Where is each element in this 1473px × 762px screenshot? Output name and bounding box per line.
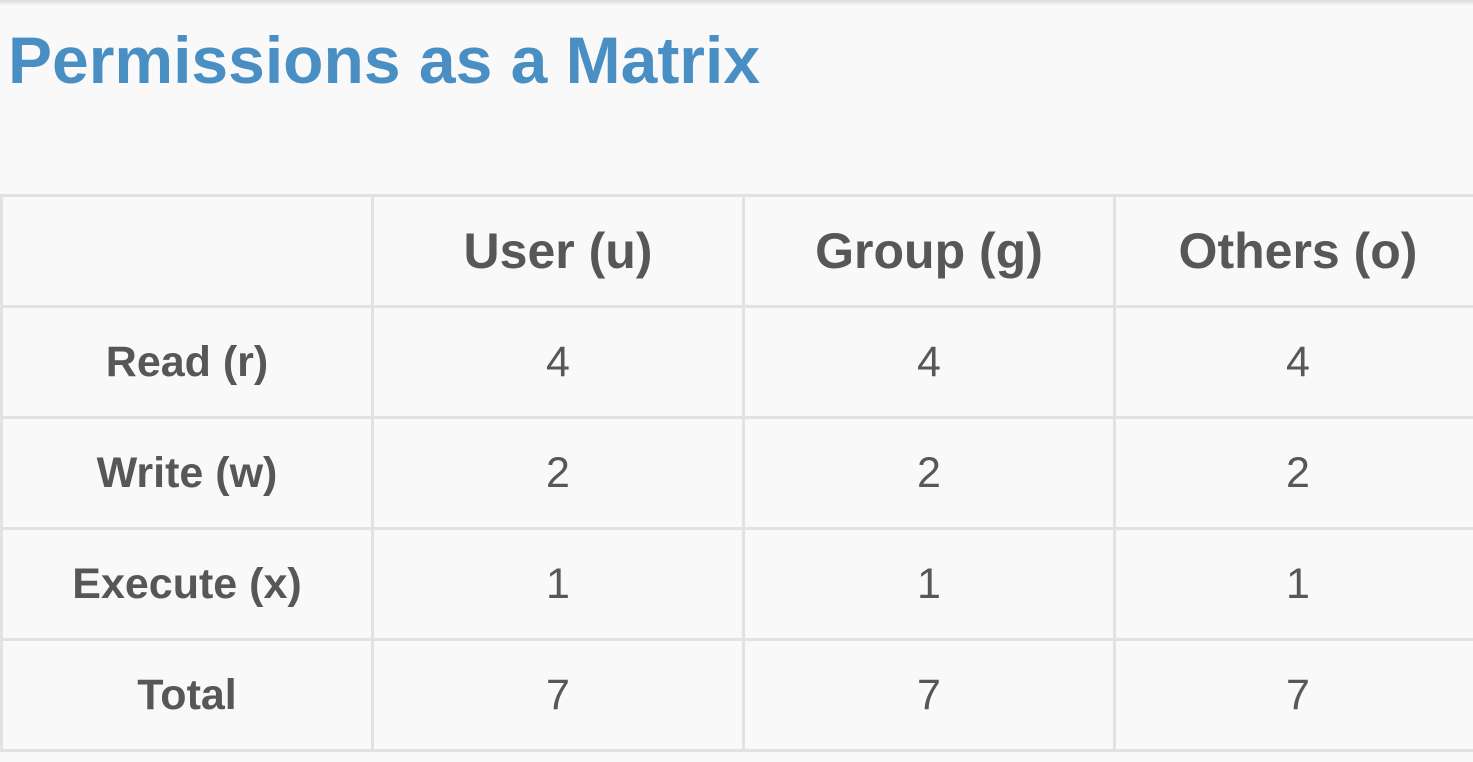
row-label-read: Read (r) <box>0 305 374 419</box>
row-label-execute: Execute (x) <box>0 527 374 641</box>
cell-total-others: 7 <box>1113 638 1473 752</box>
corner-cell <box>0 194 374 308</box>
cell-read-others: 4 <box>1113 305 1473 419</box>
column-header-group: Group (g) <box>742 194 1116 308</box>
row-label-total: Total <box>0 638 374 752</box>
cell-write-user: 2 <box>371 416 745 530</box>
cell-total-group: 7 <box>742 638 1116 752</box>
permissions-matrix-table: User (u) Group (g) Others (o) Read (r) 4… <box>0 194 1473 752</box>
cell-write-others: 2 <box>1113 416 1473 530</box>
cell-execute-others: 1 <box>1113 527 1473 641</box>
row-label-write: Write (w) <box>0 416 374 530</box>
page-title: Permissions as a Matrix <box>8 23 761 97</box>
table-row-read: Read (r) 4 4 4 <box>0 305 1473 419</box>
table-row-total: Total 7 7 7 <box>0 638 1473 752</box>
cell-total-user: 7 <box>371 638 745 752</box>
cell-write-group: 2 <box>742 416 1116 530</box>
cell-read-group: 4 <box>742 305 1116 419</box>
table-row-execute: Execute (x) 1 1 1 <box>0 527 1473 641</box>
top-edge-shadow <box>0 0 1473 6</box>
cell-execute-user: 1 <box>371 527 745 641</box>
column-header-user: User (u) <box>371 194 745 308</box>
header-row: User (u) Group (g) Others (o) <box>0 194 1473 308</box>
table-row-write: Write (w) 2 2 2 <box>0 416 1473 530</box>
column-header-others: Others (o) <box>1113 194 1473 308</box>
cell-read-user: 4 <box>371 305 745 419</box>
cell-execute-group: 1 <box>742 527 1116 641</box>
